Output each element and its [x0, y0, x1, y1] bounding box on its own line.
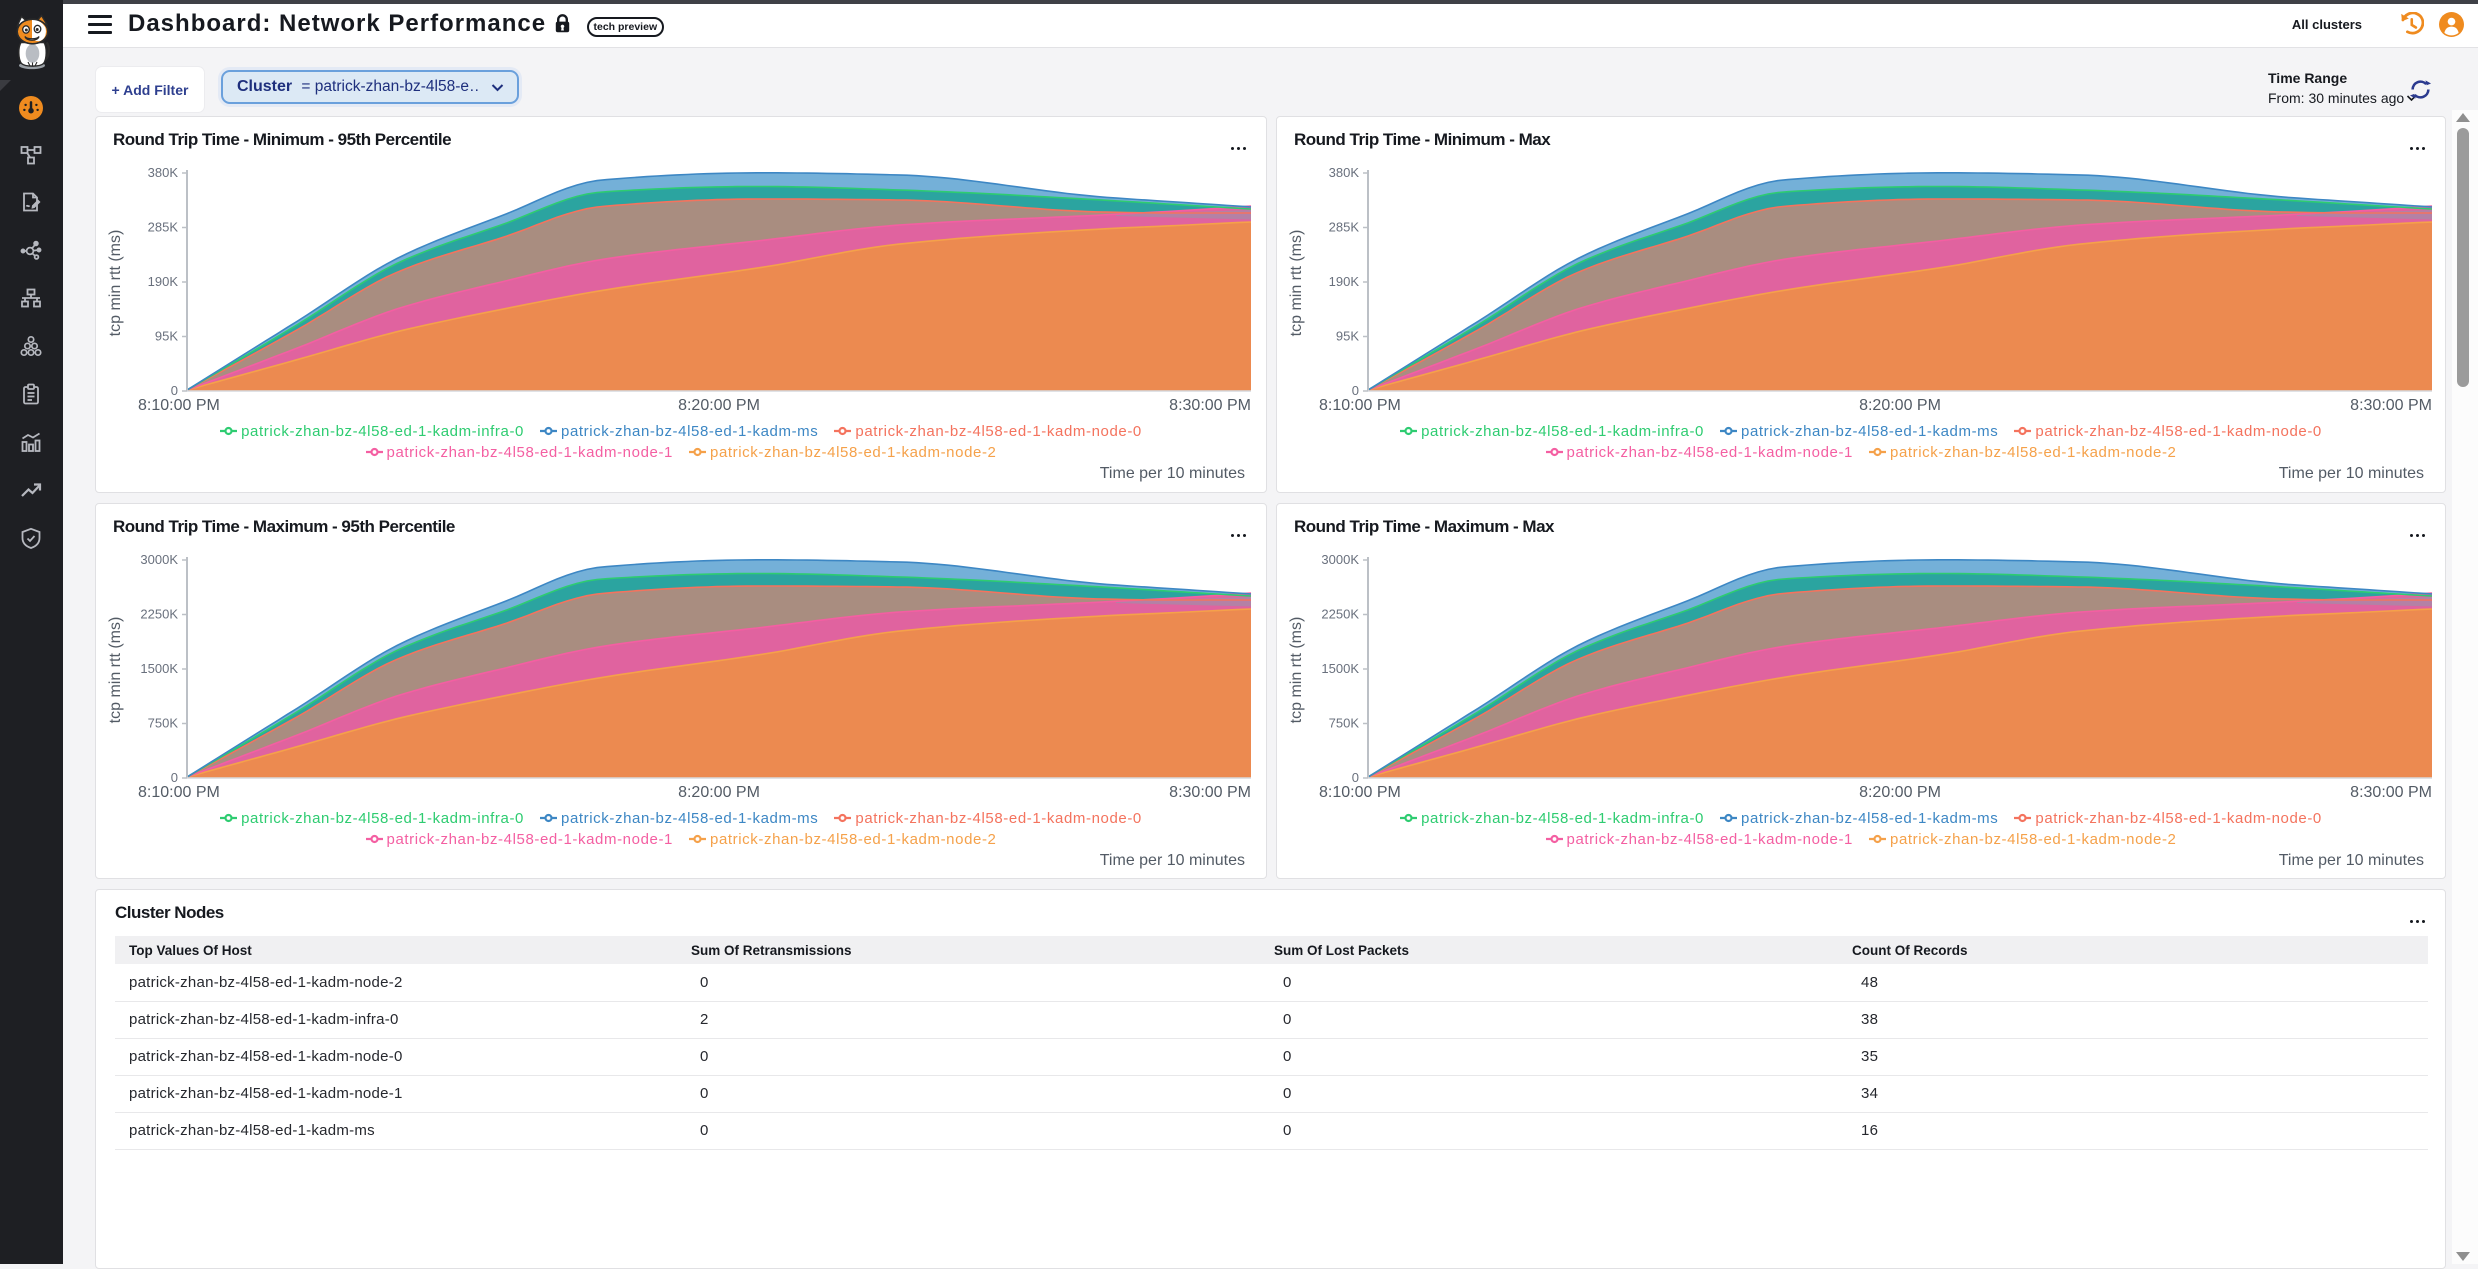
svg-text:8:30:00 PM: 8:30:00 PM — [1169, 397, 1251, 414]
svg-text:0: 0 — [1352, 770, 1359, 785]
svg-text:tcp min rtt (ms): tcp min rtt (ms) — [1288, 617, 1305, 724]
svg-text:8:20:00 PM: 8:20:00 PM — [678, 784, 760, 801]
svg-text:tcp min rtt (ms): tcp min rtt (ms) — [107, 230, 124, 337]
svg-text:750K: 750K — [148, 716, 179, 731]
svg-text:8:10:00 PM: 8:10:00 PM — [1319, 784, 1401, 801]
svg-text:8:20:00 PM: 8:20:00 PM — [1859, 784, 1941, 801]
svg-text:8:10:00 PM: 8:10:00 PM — [1319, 397, 1401, 414]
svg-text:95K: 95K — [155, 329, 178, 344]
svg-text:380K: 380K — [1329, 165, 1360, 180]
svg-text:1500K: 1500K — [140, 661, 178, 676]
svg-text:190K: 190K — [148, 274, 179, 289]
svg-text:8:20:00 PM: 8:20:00 PM — [1859, 397, 1941, 414]
svg-text:tcp min rtt (ms): tcp min rtt (ms) — [1288, 230, 1305, 337]
svg-text:3000K: 3000K — [1321, 552, 1359, 567]
svg-text:95K: 95K — [1336, 329, 1359, 344]
svg-text:190K: 190K — [1329, 274, 1360, 289]
svg-text:380K: 380K — [148, 165, 179, 180]
svg-text:285K: 285K — [1329, 220, 1360, 235]
svg-text:0: 0 — [1352, 383, 1359, 398]
svg-text:3000K: 3000K — [140, 552, 178, 567]
svg-text:0: 0 — [171, 383, 178, 398]
svg-text:8:20:00 PM: 8:20:00 PM — [678, 397, 760, 414]
svg-text:750K: 750K — [1329, 716, 1360, 731]
svg-text:8:10:00 PM: 8:10:00 PM — [138, 784, 220, 801]
svg-text:285K: 285K — [148, 220, 179, 235]
svg-text:tcp min rtt (ms): tcp min rtt (ms) — [107, 617, 124, 724]
svg-text:2250K: 2250K — [1321, 607, 1359, 622]
svg-text:1500K: 1500K — [1321, 661, 1359, 676]
svg-text:0: 0 — [171, 770, 178, 785]
svg-text:8:10:00 PM: 8:10:00 PM — [138, 397, 220, 414]
svg-text:2250K: 2250K — [140, 607, 178, 622]
svg-text:8:30:00 PM: 8:30:00 PM — [2350, 784, 2432, 801]
svg-text:8:30:00 PM: 8:30:00 PM — [2350, 397, 2432, 414]
svg-text:8:30:00 PM: 8:30:00 PM — [1169, 784, 1251, 801]
